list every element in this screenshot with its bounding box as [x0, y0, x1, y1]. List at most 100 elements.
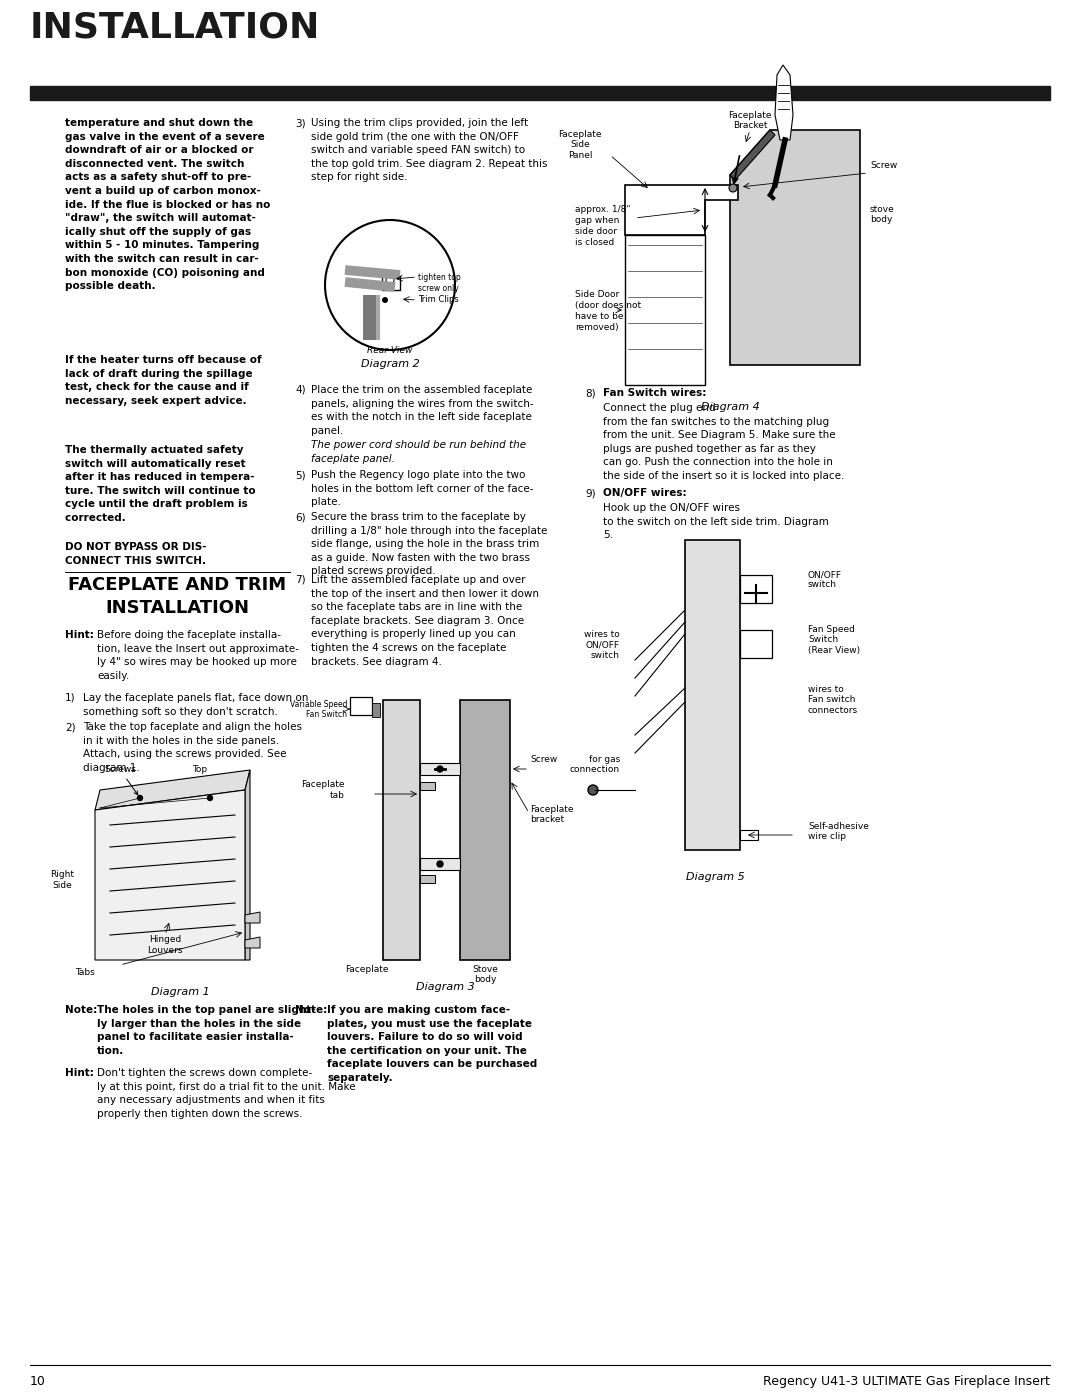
Text: Screw: Screw — [530, 756, 557, 764]
Text: If you are making custom face-
plates, you must use the faceplate
louvers. Failu: If you are making custom face- plates, y… — [327, 1004, 537, 1083]
Text: Self-adhesive
wire clip: Self-adhesive wire clip — [808, 821, 869, 841]
Text: Don't tighten the screws down complete-
ly at this point, first do a trial fit t: Don't tighten the screws down complete- … — [97, 1067, 355, 1119]
Bar — [685, 541, 740, 849]
Text: tighten top
screw only: tighten top screw only — [418, 272, 461, 293]
Bar — [30, 87, 1050, 101]
Text: 9): 9) — [585, 488, 596, 497]
Bar — [740, 576, 772, 604]
Text: INSTALLATION: INSTALLATION — [30, 10, 321, 43]
Text: Lay the faceplate panels flat, face down on
something soft so they don't scratch: Lay the faceplate panels flat, face down… — [83, 693, 309, 717]
Polygon shape — [245, 770, 249, 960]
Bar — [460, 700, 510, 960]
Text: If the heater turns off because of
lack of draft during the spillage
test, check: If the heater turns off because of lack … — [65, 355, 261, 405]
Circle shape — [207, 795, 213, 800]
Bar — [350, 697, 372, 715]
Text: DO NOT BYPASS OR DIS-
CONNECT THIS SWITCH.: DO NOT BYPASS OR DIS- CONNECT THIS SWITC… — [65, 542, 206, 566]
Polygon shape — [95, 789, 245, 960]
Circle shape — [729, 184, 737, 191]
Circle shape — [386, 277, 394, 284]
Bar — [740, 630, 772, 658]
Polygon shape — [775, 66, 793, 140]
Text: 8): 8) — [585, 388, 596, 398]
Text: ON/OFF
switch: ON/OFF switch — [808, 570, 842, 590]
Text: Screw: Screw — [870, 161, 897, 169]
Text: FACEPLATE AND TRIM
INSTALLATION: FACEPLATE AND TRIM INSTALLATION — [68, 576, 286, 617]
Polygon shape — [730, 130, 775, 180]
Text: Faceplate
Bracket: Faceplate Bracket — [728, 110, 772, 130]
Bar — [383, 700, 420, 960]
Polygon shape — [625, 235, 705, 386]
Text: 1): 1) — [65, 693, 76, 703]
Text: Connect the plug end
from the fan switches to the matching plug
from the unit. S: Connect the plug end from the fan switch… — [603, 402, 845, 481]
Text: approx. 1/8"
gap when
side door
is closed: approx. 1/8" gap when side door is close… — [575, 205, 631, 247]
Polygon shape — [730, 130, 860, 365]
Text: Hinged
Louvers: Hinged Louvers — [147, 935, 183, 956]
Polygon shape — [245, 912, 260, 923]
Text: Lift the assembled faceplate up and over
the top of the insert and then lower it: Lift the assembled faceplate up and over… — [311, 576, 539, 666]
Text: Stove
body: Stove body — [472, 965, 498, 985]
Text: Fan Speed
Switch
(Rear View): Fan Speed Switch (Rear View) — [808, 624, 860, 655]
Text: Tabs: Tabs — [76, 968, 95, 977]
Text: Right
Side: Right Side — [50, 870, 75, 890]
Circle shape — [437, 861, 443, 868]
Text: 3): 3) — [295, 117, 306, 129]
Text: Hook up the ON/OFF wires
to the switch on the left side trim. Diagram
5.: Hook up the ON/OFF wires to the switch o… — [603, 503, 828, 541]
Bar — [420, 763, 460, 775]
Polygon shape — [625, 184, 738, 235]
Text: Faceplate
tab: Faceplate tab — [301, 781, 345, 799]
Text: Rear View: Rear View — [367, 346, 413, 355]
Text: Diagram 2: Diagram 2 — [361, 359, 419, 369]
Text: 7): 7) — [295, 576, 306, 585]
Text: temperature and shut down the
gas valve in the event of a severe
downdraft of ai: temperature and shut down the gas valve … — [65, 117, 270, 291]
Text: Place the trim on the assembled faceplate
panels, aligning the wires from the sw: Place the trim on the assembled faceplat… — [311, 386, 534, 436]
Text: Variable Speed
Fan Switch: Variable Speed Fan Switch — [289, 700, 347, 719]
Circle shape — [137, 795, 143, 800]
Text: Diagram 1: Diagram 1 — [150, 988, 210, 997]
Text: 10: 10 — [30, 1375, 45, 1389]
Text: wires to
Fan switch
connectors: wires to Fan switch connectors — [808, 685, 859, 715]
Text: The power cord should be run behind the
faceplate panel.: The power cord should be run behind the … — [311, 440, 526, 464]
Circle shape — [437, 766, 443, 773]
Text: Take the top faceplate and align the holes
in it with the holes in the side pane: Take the top faceplate and align the hol… — [83, 722, 302, 773]
Text: 2): 2) — [65, 722, 76, 732]
Text: Regency U41-3 ULTIMATE Gas Fireplace Insert: Regency U41-3 ULTIMATE Gas Fireplace Ins… — [764, 1375, 1050, 1389]
Text: Before doing the faceplate installa-
tion, leave the Insert out approximate-
ly : Before doing the faceplate installa- tio… — [97, 630, 299, 680]
Text: Secure the brass trim to the faceplate by
drilling a 1/8" hole through into the : Secure the brass trim to the faceplate b… — [311, 511, 548, 577]
Text: stove
body: stove body — [870, 205, 894, 225]
Text: Diagram 3: Diagram 3 — [416, 982, 474, 992]
Polygon shape — [245, 937, 260, 949]
Bar — [740, 830, 758, 840]
Text: for gas
connection: for gas connection — [570, 754, 620, 774]
Text: The thermally actuated safety
switch will automatically reset
after it has reduc: The thermally actuated safety switch wil… — [65, 446, 256, 522]
Text: Faceplate: Faceplate — [346, 965, 389, 974]
Circle shape — [325, 219, 455, 351]
Text: Side Door
(door does not
have to be
removed): Side Door (door does not have to be remo… — [575, 291, 642, 332]
Bar — [372, 703, 380, 717]
Text: ON/OFF wires:: ON/OFF wires: — [603, 488, 687, 497]
Text: wires to
ON/OFF
switch: wires to ON/OFF switch — [584, 630, 620, 659]
Text: Push the Regency logo plate into the two
holes in the bottom left corner of the : Push the Regency logo plate into the two… — [311, 469, 534, 507]
Bar — [420, 858, 460, 870]
Text: Note:: Note: — [295, 1004, 327, 1016]
Text: Hint:: Hint: — [65, 630, 94, 640]
Text: Using the trim clips provided, join the left
side gold trim (the one with the ON: Using the trim clips provided, join the … — [311, 117, 548, 183]
Text: Screws: Screws — [104, 766, 138, 795]
Text: Note:: Note: — [65, 1004, 97, 1016]
Text: Faceplate
bracket: Faceplate bracket — [530, 805, 573, 824]
Bar — [382, 277, 400, 291]
Text: Top: Top — [192, 766, 207, 774]
Circle shape — [588, 785, 598, 795]
Bar — [420, 782, 435, 789]
Text: The holes in the top panel are slight-
ly larger than the holes in the side
pane: The holes in the top panel are slight- l… — [97, 1004, 315, 1056]
Circle shape — [382, 298, 388, 303]
Text: Diagram 5: Diagram 5 — [686, 872, 744, 882]
Text: Fan Switch wires:: Fan Switch wires: — [603, 388, 706, 398]
Text: 4): 4) — [295, 386, 306, 395]
Text: Hint:: Hint: — [65, 1067, 94, 1078]
Polygon shape — [95, 770, 249, 810]
Text: 6): 6) — [295, 511, 306, 522]
Text: 5): 5) — [295, 469, 306, 481]
Text: Trim Clips: Trim Clips — [418, 296, 459, 305]
Text: Faceplate
Side
Panel: Faceplate Side Panel — [558, 130, 602, 159]
Text: Diagram 4: Diagram 4 — [701, 402, 759, 412]
